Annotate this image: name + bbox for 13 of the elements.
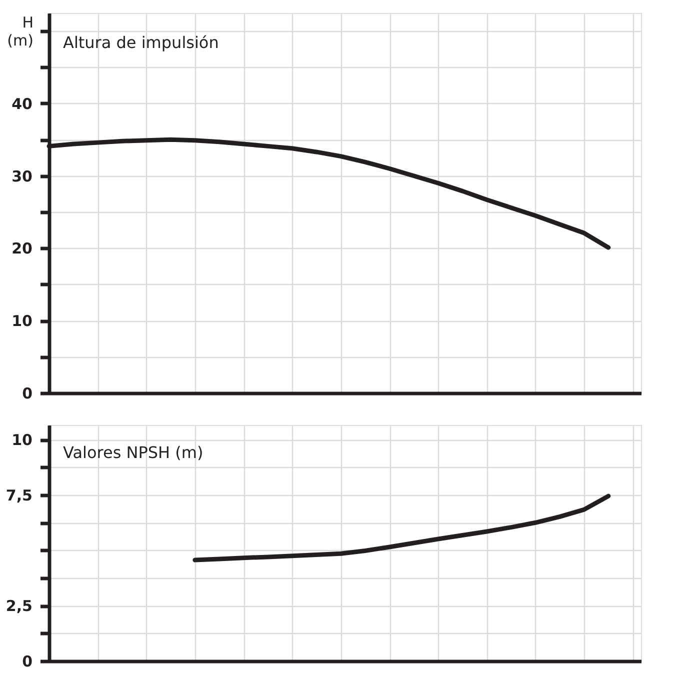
y-tick-label: 7,5 xyxy=(6,486,32,504)
y-tick-label: 10 xyxy=(12,431,32,450)
text: Altura de impulsión xyxy=(63,33,219,52)
y-tick-label: 20 xyxy=(12,240,32,258)
line-series xyxy=(192,494,611,562)
text: Valores NPSH (m) xyxy=(63,443,204,462)
y-tick-label: 40 xyxy=(12,94,32,113)
y-tick-label: 0 xyxy=(22,652,32,670)
y-tick-label: 10 xyxy=(12,312,32,330)
y-tick-label: 0 xyxy=(22,384,32,402)
y-tick-label: 30 xyxy=(12,167,32,186)
y-axis-title: H (m) xyxy=(7,14,34,50)
y-tick-label: 2,5 xyxy=(6,597,32,616)
